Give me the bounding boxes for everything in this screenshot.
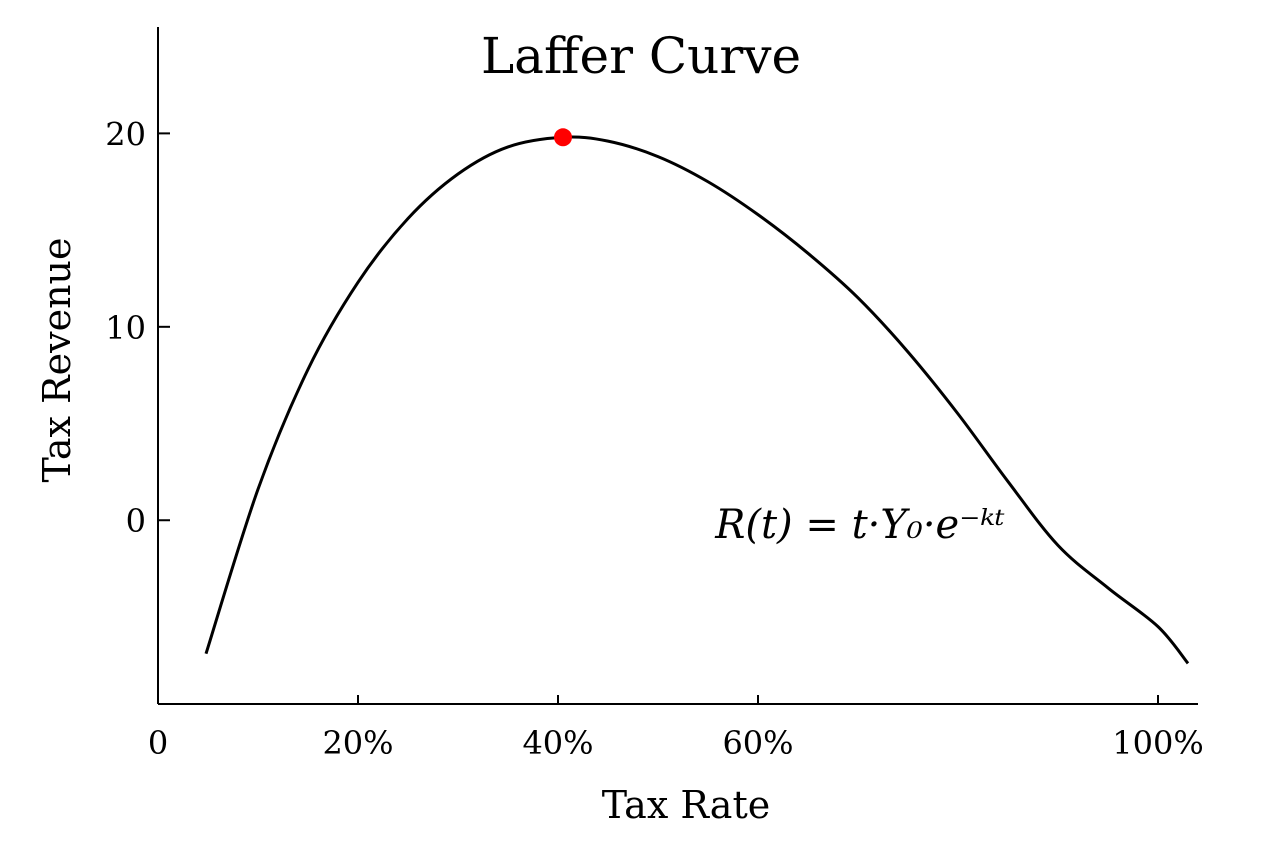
y-tick-label: 20 [105, 115, 146, 153]
x-axis-label: Tax Rate [602, 783, 770, 827]
x-tick-label: 100% [1112, 724, 1203, 762]
formula-annotation: R(t) = t·Y₀·e⁻ᵏᵗ [714, 502, 1005, 548]
x-ticks: 0 20% 40% 60% 100% [148, 695, 1204, 762]
y-ticks: 0 10 20 [105, 115, 170, 540]
x-tick-label: 40% [522, 724, 593, 762]
laffer-curve-line [204, 135, 1190, 665]
x-tick-label: 20% [322, 724, 393, 762]
chart-title: Laffer Curve [481, 27, 801, 85]
x-tick-label: 0 [148, 724, 168, 762]
x-tick-label: 60% [722, 724, 793, 762]
y-tick-label: 10 [105, 309, 146, 347]
y-tick-label: 0 [126, 502, 146, 540]
revenue-maximum-point [554, 128, 572, 147]
y-axis-label: Tax Revenue [35, 237, 79, 482]
